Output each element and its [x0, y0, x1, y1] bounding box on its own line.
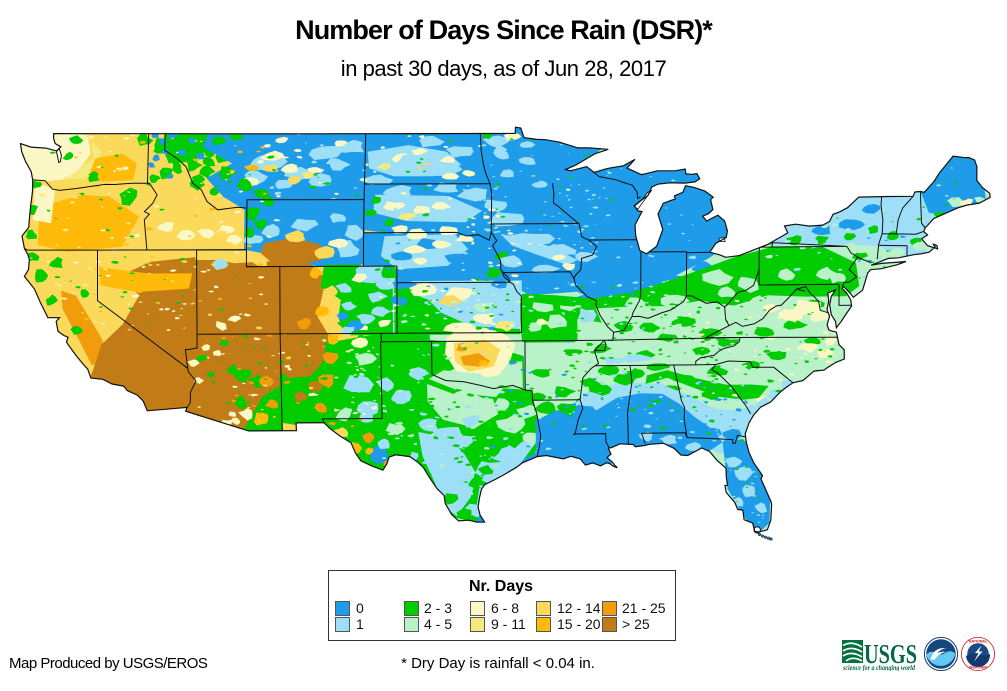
svg-text:USGS: USGS: [864, 639, 917, 669]
svg-text:science for a changing world: science for a changing world: [842, 664, 915, 671]
svg-text:NATIONAL: NATIONAL: [969, 640, 988, 644]
svg-text:WEATHER: WEATHER: [969, 666, 987, 670]
